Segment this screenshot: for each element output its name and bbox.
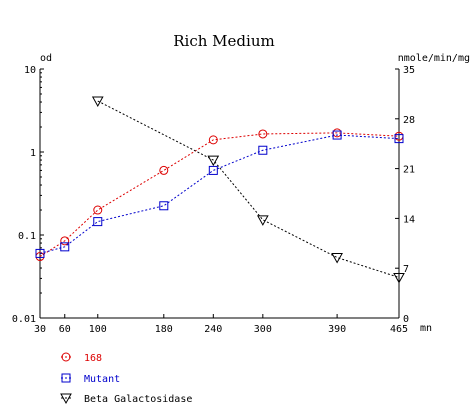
legend-marker <box>61 352 71 362</box>
y-tick-label: 0.1 <box>18 231 36 242</box>
data-point <box>91 96 104 108</box>
x-tick-label: 465 <box>390 324 408 335</box>
data-point <box>93 217 103 227</box>
x-tick-label: 240 <box>204 324 222 335</box>
x-tick-label: 60 <box>59 324 71 335</box>
legend-item: Mutant <box>61 373 120 385</box>
axes: 30 60 100 180 240 300 390 4650.010.111007142128… <box>12 65 415 335</box>
data-point <box>208 165 218 175</box>
data-point <box>393 272 405 284</box>
legend: 168 Mutant Beta Galactosidase <box>60 352 192 405</box>
data-point <box>60 236 70 246</box>
data-point <box>159 201 169 211</box>
data-point <box>60 242 70 252</box>
data-point <box>256 215 269 226</box>
y2-tick-label: 21 <box>403 165 415 176</box>
data-point <box>159 165 169 175</box>
x-tick-label: 30 <box>34 324 46 335</box>
legend-label: Beta Galactosidase <box>84 394 192 405</box>
x-tick-label: 100 <box>89 324 107 335</box>
x-axis-unit: mn <box>420 323 432 334</box>
legend-item: Beta Galactosidase <box>60 393 192 405</box>
data-point <box>35 248 45 258</box>
x-tick-label: 300 <box>254 324 272 335</box>
y2-tick-label: 7 <box>403 264 409 275</box>
series-line <box>97 100 400 278</box>
data-point <box>332 130 342 140</box>
right-axis-unit: nmole/min/mg <box>398 53 470 64</box>
y-tick-label: 1 <box>30 148 36 159</box>
x-tick-label: 180 <box>155 324 173 335</box>
y-tick-label: 0.01 <box>12 314 36 325</box>
y2-tick-label: 35 <box>403 65 415 76</box>
data-point <box>394 134 404 144</box>
legend-item: 168 <box>61 352 102 364</box>
x-tick-label: 390 <box>328 324 346 335</box>
series-0 <box>35 128 404 262</box>
y2-tick-label: 28 <box>403 115 415 126</box>
data-point <box>208 135 218 145</box>
series-line <box>39 132 400 257</box>
series-1 <box>35 130 404 258</box>
chart-title: Rich Medium <box>173 32 274 50</box>
legend-label: 168 <box>84 353 102 364</box>
data-point <box>331 253 343 264</box>
data-point <box>258 145 268 155</box>
legend-marker <box>61 373 71 383</box>
legend-label: Mutant <box>84 374 120 385</box>
data-point <box>258 129 268 139</box>
data-point <box>93 205 103 215</box>
series-layer <box>35 96 405 284</box>
y2-tick-label: 14 <box>403 214 415 225</box>
left-axis-unit: od <box>40 53 52 64</box>
y-tick-label: 10 <box>24 65 36 76</box>
y2-tick-label: 0 <box>403 314 409 325</box>
series-line <box>39 134 400 254</box>
series-2 <box>91 96 405 284</box>
legend-marker <box>60 393 72 405</box>
data-point <box>207 155 220 167</box>
